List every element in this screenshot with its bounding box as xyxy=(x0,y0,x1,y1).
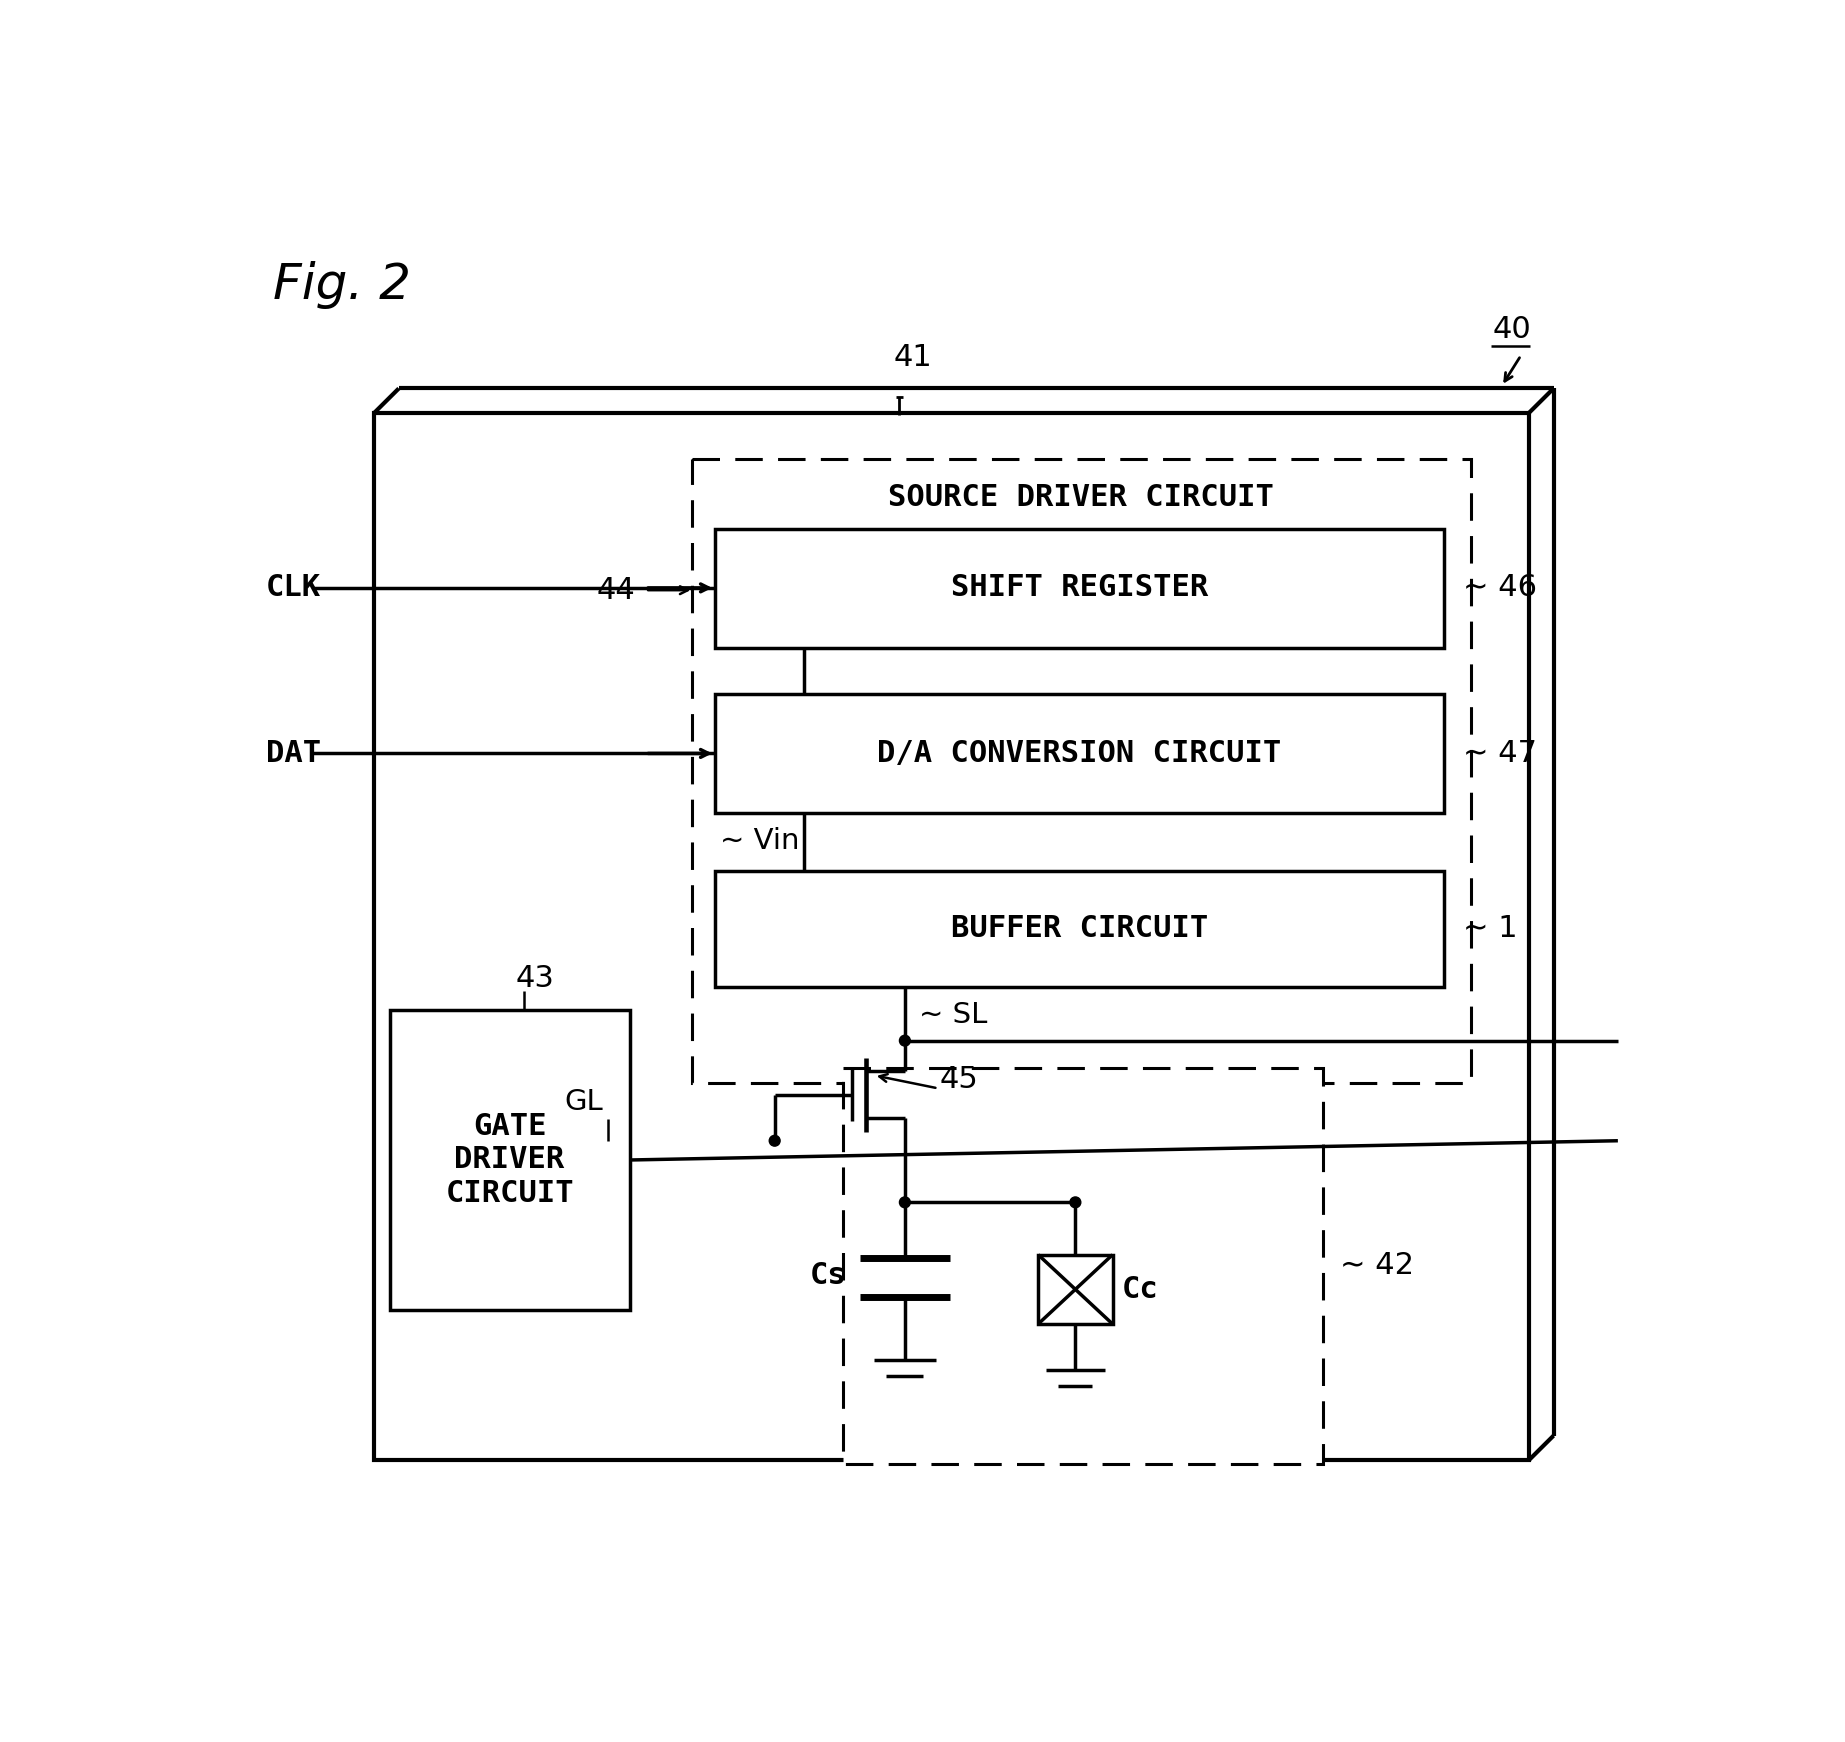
Text: GL: GL xyxy=(565,1089,603,1117)
Bar xyxy=(716,871,1443,986)
Text: 45: 45 xyxy=(939,1064,978,1094)
Text: SHIFT REGISTER: SHIFT REGISTER xyxy=(950,573,1208,603)
Text: SOURCE DRIVER CIRCUIT: SOURCE DRIVER CIRCUIT xyxy=(887,483,1273,512)
Circle shape xyxy=(900,1197,910,1207)
Text: DAT: DAT xyxy=(266,739,321,768)
Bar xyxy=(375,413,1530,1460)
Bar xyxy=(1039,1254,1113,1324)
Circle shape xyxy=(900,1035,910,1045)
Text: GATE
DRIVER
CIRCUIT: GATE DRIVER CIRCUIT xyxy=(445,1111,574,1209)
Text: Cs: Cs xyxy=(810,1261,847,1291)
Bar xyxy=(843,1068,1323,1463)
Text: 40: 40 xyxy=(1493,315,1531,343)
Circle shape xyxy=(1070,1197,1081,1207)
Bar xyxy=(716,693,1443,814)
Text: 41: 41 xyxy=(895,343,934,373)
Text: ∼ Vin: ∼ Vin xyxy=(720,827,801,855)
Text: D/A CONVERSION CIRCUIT: D/A CONVERSION CIRCUIT xyxy=(876,739,1282,768)
Bar xyxy=(389,1010,629,1310)
Text: Cc: Cc xyxy=(1122,1275,1159,1303)
Circle shape xyxy=(769,1136,780,1146)
Text: 44: 44 xyxy=(596,575,635,604)
Text: ∼ SL: ∼ SL xyxy=(919,1002,987,1030)
Text: BUFFER CIRCUIT: BUFFER CIRCUIT xyxy=(950,915,1208,944)
Text: ∼ 42: ∼ 42 xyxy=(1341,1251,1415,1280)
Text: CLK: CLK xyxy=(266,573,321,603)
Bar xyxy=(716,528,1443,648)
Text: Fig. 2: Fig. 2 xyxy=(273,261,411,310)
Text: 43: 43 xyxy=(517,963,555,993)
Text: ∼ 47: ∼ 47 xyxy=(1463,739,1537,768)
Bar xyxy=(692,460,1470,1084)
Text: ∼ 1: ∼ 1 xyxy=(1463,915,1517,944)
Text: ∼ 46: ∼ 46 xyxy=(1463,573,1537,603)
